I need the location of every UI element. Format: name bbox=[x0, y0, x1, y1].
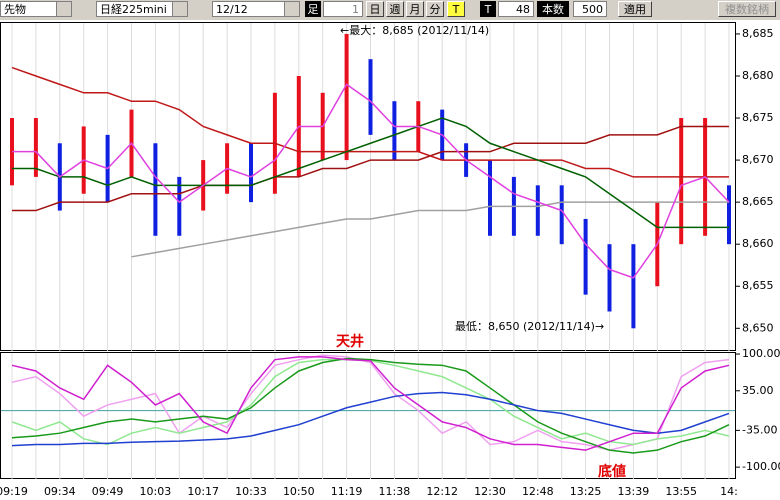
range-bar bbox=[535, 185, 540, 236]
series-line bbox=[12, 117, 729, 229]
y-tick-label: 35.00 bbox=[742, 384, 774, 397]
y-tick-label: 8,650 bbox=[742, 321, 774, 334]
range-bar bbox=[679, 118, 684, 245]
series-line bbox=[131, 201, 729, 258]
range-bar bbox=[607, 244, 612, 312]
y-tick-label: 8,670 bbox=[742, 153, 774, 166]
range-bar bbox=[583, 218, 588, 295]
series-line bbox=[11, 357, 730, 454]
series-line bbox=[12, 125, 729, 212]
apply-button[interactable]: 適用 bbox=[618, 1, 652, 17]
x-tick-label: 12:12 bbox=[426, 485, 458, 498]
month-button[interactable]: 月 bbox=[406, 1, 424, 17]
series-line bbox=[11, 391, 730, 447]
contract-select[interactable]: 12/12 bbox=[212, 1, 300, 17]
range-bar bbox=[177, 176, 182, 236]
top-annotation: 天井 bbox=[336, 333, 364, 350]
range-bar bbox=[631, 244, 636, 329]
range-bar bbox=[727, 185, 731, 245]
max-annotation: ←最大：8,685 (2012/11/14) bbox=[340, 23, 489, 37]
x-tick-label: 13:39 bbox=[618, 485, 650, 498]
x-tick-label: 10:17 bbox=[187, 485, 219, 498]
y-tick-label: 8,660 bbox=[742, 237, 774, 250]
x-tick-label: 11:38 bbox=[379, 485, 411, 498]
t-input[interactable]: 48 bbox=[498, 1, 534, 17]
bar-label: 足 bbox=[305, 1, 321, 17]
t-label: T bbox=[480, 1, 496, 17]
x-tick-label: 09:49 bbox=[92, 485, 124, 498]
range-bar bbox=[392, 101, 397, 161]
series-line bbox=[11, 66, 729, 178]
oscillator-panel bbox=[0, 352, 736, 479]
series-line bbox=[11, 356, 730, 451]
multi-symbol-button[interactable]: 複数銘柄 bbox=[718, 1, 776, 17]
y-tick-label: 8,665 bbox=[742, 195, 774, 208]
x-tick-label: 09:34 bbox=[44, 485, 76, 498]
chart-background bbox=[0, 20, 780, 500]
y-tick-label: -35.00 bbox=[742, 423, 777, 436]
count-input[interactable]: 500 bbox=[573, 1, 607, 17]
x-tick-label: 14: bbox=[720, 485, 738, 498]
week-button[interactable]: 週 bbox=[386, 1, 404, 17]
minute-button[interactable]: 分 bbox=[426, 1, 444, 17]
range-bar bbox=[249, 143, 253, 203]
x-tick-label: 09:19 bbox=[0, 485, 28, 498]
range-bar bbox=[153, 143, 158, 236]
y-tick-label: 100.00 bbox=[742, 347, 780, 360]
toolbar: 先物 日経225mini 12/12 足 1 日 週 月 分 T T 48 本数… bbox=[0, 0, 780, 20]
bottom-annotation: 底値 bbox=[598, 463, 626, 480]
x-tick-label: 13:55 bbox=[665, 485, 697, 498]
range-bar bbox=[33, 118, 38, 177]
chart: ←最大：8,685 (2012/11/14) 最低：8,650 (2012/11… bbox=[0, 20, 780, 500]
day-button[interactable]: 日 bbox=[366, 1, 384, 17]
period-input[interactable]: 1 bbox=[323, 1, 363, 17]
range-bar bbox=[488, 160, 492, 236]
x-tick-label: 12:30 bbox=[474, 485, 506, 498]
x-tick-label: 11:19 bbox=[331, 485, 363, 498]
y-tick-label: 8,680 bbox=[742, 69, 774, 82]
range-bar bbox=[368, 59, 373, 135]
x-tick-label: 10:03 bbox=[140, 485, 172, 498]
tick-button[interactable]: T bbox=[447, 1, 465, 17]
range-bar bbox=[344, 33, 349, 161]
y-tick-label: 8,675 bbox=[742, 111, 774, 124]
x-tick-label: 13:25 bbox=[570, 485, 602, 498]
x-tick-label: 10:50 bbox=[283, 485, 315, 498]
y-tick-label: -100.00 bbox=[742, 460, 780, 473]
symbol-select[interactable]: 日経225mini bbox=[96, 1, 188, 17]
range-bar bbox=[559, 185, 564, 245]
series-line bbox=[12, 83, 730, 279]
y-tick-label: 8,685 bbox=[742, 27, 774, 40]
y-tick-label: 8,655 bbox=[742, 279, 774, 292]
min-annotation: 最低：8,650 (2012/11/14)→ bbox=[455, 320, 604, 333]
x-tick-label: 10:33 bbox=[235, 485, 267, 498]
count-label: 本数 bbox=[537, 1, 569, 17]
x-tick-label: 12:48 bbox=[522, 485, 554, 498]
price-panel bbox=[0, 22, 736, 351]
market-select[interactable]: 先物 bbox=[0, 1, 72, 17]
